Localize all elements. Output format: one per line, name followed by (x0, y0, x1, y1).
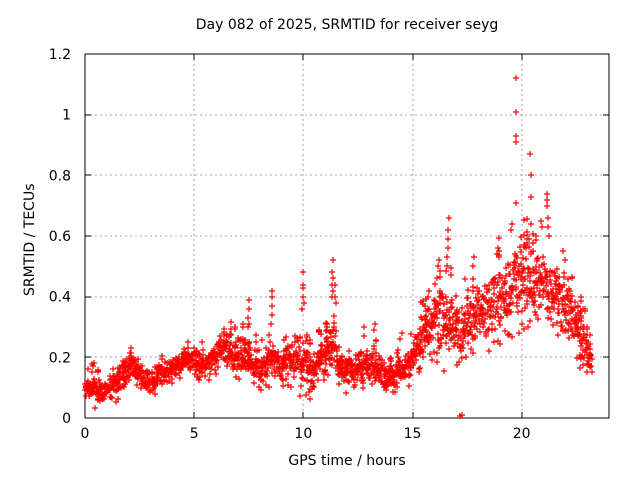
y-tick-label: 0.6 (49, 229, 71, 245)
y-tick-label: 0.2 (49, 350, 71, 366)
x-axis-label: GPS time / hours (288, 453, 406, 469)
x-tick-label: 0 (81, 426, 90, 442)
y-tick-label: 0.8 (49, 168, 71, 184)
x-tick-label: 10 (294, 426, 312, 442)
scatter-points (82, 75, 595, 419)
y-tick-label: 1 (62, 108, 71, 124)
y-tick-label: 0.4 (49, 290, 71, 306)
x-tick-label: 5 (190, 426, 199, 442)
x-tick-label: 15 (404, 426, 422, 442)
y-tick-label: 0 (62, 411, 71, 427)
y-tick-label: 1.2 (49, 47, 71, 63)
tick-labels: 0 5 10 15 20 0 0.2 0.4 0.6 0.8 1 1.2 (49, 47, 531, 442)
chart-title: Day 082 of 2025, SRMTID for receiver sey… (195, 17, 499, 33)
grid-lines (85, 54, 609, 418)
plot-border (84, 53, 610, 419)
x-tick-label: 20 (513, 426, 531, 442)
